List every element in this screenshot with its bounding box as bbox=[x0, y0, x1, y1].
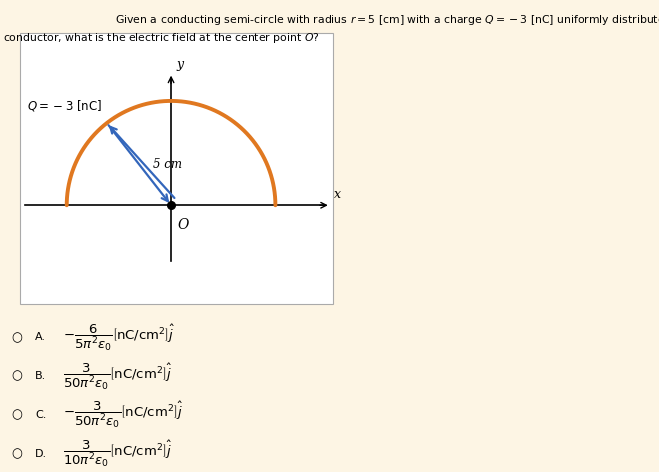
Text: 5 cm: 5 cm bbox=[152, 158, 181, 171]
Text: $\dfrac{3}{50\pi^2\varepsilon_0}\left[\mathrm{nC/cm^2}\right]\hat{j}$: $\dfrac{3}{50\pi^2\varepsilon_0}\left[\m… bbox=[63, 361, 172, 392]
Text: Given a conducting semi-circle with radius $r = 5$ [cm] with a charge $Q = -3$ [: Given a conducting semi-circle with radi… bbox=[115, 13, 659, 27]
Text: x: x bbox=[334, 188, 341, 201]
Text: B.: B. bbox=[35, 371, 46, 381]
Text: y: y bbox=[177, 58, 183, 71]
Text: $Q = -3$ [nC]: $Q = -3$ [nC] bbox=[27, 99, 102, 113]
Text: C.: C. bbox=[35, 410, 46, 420]
Text: conductor, what is the electric field at the center point $O$?: conductor, what is the electric field at… bbox=[3, 31, 320, 45]
Text: ○: ○ bbox=[11, 408, 22, 421]
Text: $\dfrac{3}{10\pi^2\varepsilon_0}\left[\mathrm{nC/cm^2}\right]\hat{j}$: $\dfrac{3}{10\pi^2\varepsilon_0}\left[\m… bbox=[63, 438, 172, 469]
Text: ○: ○ bbox=[11, 447, 22, 460]
Text: $-\dfrac{3}{50\pi^2\varepsilon_0}\left[\mathrm{nC/cm^2}\right]\hat{j}$: $-\dfrac{3}{50\pi^2\varepsilon_0}\left[\… bbox=[63, 399, 183, 430]
Text: $-\dfrac{6}{5\pi^2\varepsilon_0}\left[\mathrm{nC/cm^2}\right]\hat{j}$: $-\dfrac{6}{5\pi^2\varepsilon_0}\left[\m… bbox=[63, 322, 175, 353]
Text: A.: A. bbox=[35, 332, 46, 343]
Text: D.: D. bbox=[35, 448, 47, 459]
Text: O: O bbox=[177, 218, 188, 232]
Text: ○: ○ bbox=[11, 370, 22, 383]
Text: ○: ○ bbox=[11, 331, 22, 344]
